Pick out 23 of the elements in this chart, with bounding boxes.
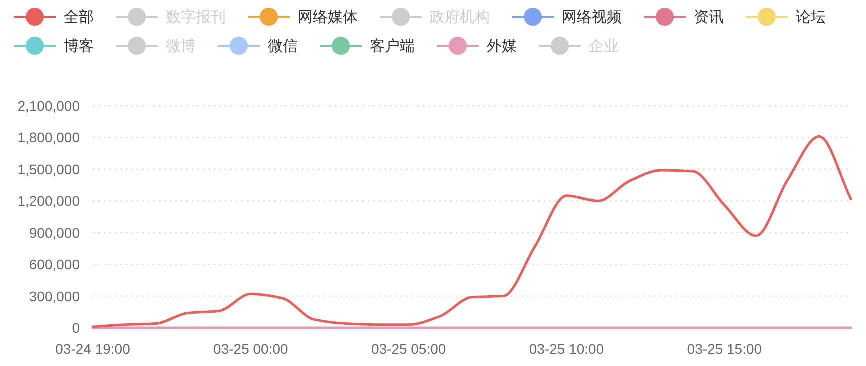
x-tick-label: 03-25 10:00 [529, 341, 604, 357]
legend-label: 客户端 [370, 38, 415, 55]
x-tick-label: 03-25 15:00 [687, 341, 762, 357]
legend-label: 外媒 [487, 38, 517, 55]
x-tick-label: 03-24 19:00 [56, 341, 131, 357]
y-tick-label: 1,500,000 [18, 161, 80, 178]
line-series [92, 135, 852, 328]
legend-label: 资讯 [694, 9, 724, 26]
y-tick-label: 1,800,000 [18, 130, 80, 146]
y-tick-label: 0 [72, 320, 80, 336]
y-tick-label: 1,200,000 [18, 193, 80, 210]
x-tick-label: 03-25 05:00 [371, 341, 446, 357]
legend-label: 网络媒体 [298, 9, 358, 26]
legend-label: 全部 [64, 9, 94, 26]
legend-label: 微信 [268, 38, 298, 55]
y-tick-label: 300,000 [29, 288, 80, 304]
y-tick-label: 900,000 [29, 224, 80, 241]
legend-label: 博客 [64, 38, 94, 55]
x-tick-label: 03-25 00:00 [214, 341, 288, 357]
legend-label: 论坛 [796, 9, 826, 26]
legend-label: 网络视频 [562, 9, 622, 26]
y-tick-label: 600,000 [29, 256, 80, 273]
y-tick-label: 2,100,000 [18, 98, 80, 114]
